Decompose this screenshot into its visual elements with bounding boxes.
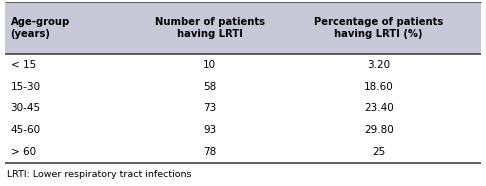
Text: LRTI: Lower respiratory tract infections: LRTI: Lower respiratory tract infections — [7, 170, 192, 179]
Text: 3.20: 3.20 — [367, 60, 390, 70]
Text: > 60: > 60 — [11, 147, 35, 157]
Text: 93: 93 — [203, 125, 216, 135]
Text: 25: 25 — [372, 147, 385, 157]
Text: 23.40: 23.40 — [364, 103, 394, 113]
Text: Percentage of patients
having LRTI (%): Percentage of patients having LRTI (%) — [314, 17, 443, 39]
Text: 30-45: 30-45 — [11, 103, 41, 113]
Text: 10: 10 — [203, 60, 216, 70]
Text: 15-30: 15-30 — [11, 82, 41, 92]
Text: 29.80: 29.80 — [364, 125, 394, 135]
Text: 78: 78 — [203, 147, 216, 157]
Text: Number of patients
having LRTI: Number of patients having LRTI — [155, 17, 265, 39]
Text: 58: 58 — [203, 82, 216, 92]
Text: Age-group
(years): Age-group (years) — [11, 17, 70, 39]
Polygon shape — [5, 2, 481, 54]
Text: < 15: < 15 — [11, 60, 36, 70]
Text: 45-60: 45-60 — [11, 125, 41, 135]
Text: 73: 73 — [203, 103, 216, 113]
Text: 18.60: 18.60 — [364, 82, 394, 92]
